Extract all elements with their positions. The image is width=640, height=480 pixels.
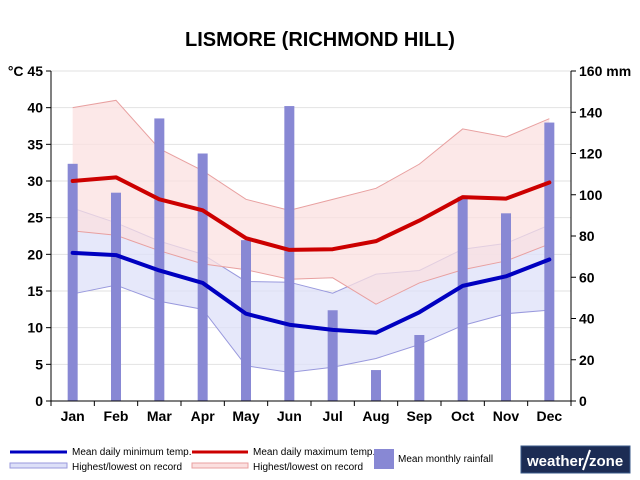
right-tick-label: 60: [579, 269, 595, 285]
x-tick-label: Feb: [104, 408, 129, 424]
right-tick-label: 100: [579, 187, 603, 203]
rainfall-bar: [111, 192, 121, 401]
max-temp-line: [70, 175, 552, 252]
right-tick-label: 120: [579, 146, 603, 162]
left-tick-label: 30: [27, 173, 43, 189]
legend-min-label: Mean daily minimum temp.: [72, 447, 191, 458]
x-tick-label: Jun: [277, 408, 302, 424]
right-tick-label: 160 mm: [579, 63, 631, 79]
left-tick-label: °C 45: [8, 63, 43, 79]
x-tick-label: Oct: [451, 408, 475, 424]
x-tick-label: Jul: [323, 408, 343, 424]
left-tick-label: 5: [35, 356, 43, 372]
legend-red-band-swatch: [191, 462, 249, 469]
rainfall-bar: [284, 106, 295, 401]
record-low-line-1: [72, 230, 550, 305]
legend-max-label: Mean daily maximum temp.: [253, 447, 375, 458]
left-tick-label: 25: [27, 210, 43, 226]
x-tick-label: Jan: [61, 408, 85, 424]
legend-rain-swatch: [374, 449, 394, 469]
rainfall-bar: [154, 118, 165, 401]
chart-title: LISMORE (RICHMOND HILL): [185, 29, 455, 51]
left-tick-label: 15: [27, 283, 43, 299]
x-tick-label: Nov: [493, 408, 520, 424]
right-tick-label: 140: [579, 104, 603, 120]
brand-text-weather: weather: [526, 453, 584, 470]
x-tick-label: Mar: [147, 408, 172, 424]
record-band-1: [72, 100, 550, 305]
weatherzone-logo: weather zone: [520, 445, 631, 474]
right-tick-label: 80: [579, 228, 595, 244]
left-tick-label: 20: [27, 246, 43, 262]
brand-text-zone: zone: [589, 453, 623, 470]
left-tick-label: 0: [35, 393, 43, 409]
left-tick-label: 35: [27, 136, 43, 152]
min-temp-line: [70, 250, 552, 335]
rainfall-bar: [457, 196, 468, 401]
x-tick-label: Dec: [536, 408, 562, 424]
rainfall-bar: [544, 122, 555, 401]
rainfall-bar: [371, 370, 381, 401]
rainfall-bar: [67, 163, 78, 401]
record-low-line-0: [72, 284, 550, 373]
right-tick-label: 20: [579, 352, 595, 368]
left-tick-label: 10: [27, 320, 43, 336]
rainfall-bar: [414, 335, 425, 401]
legend-blue-band-label: Highest/lowest on record: [72, 462, 182, 473]
x-tick-label: May: [232, 408, 259, 424]
record-high-line-1: [72, 99, 550, 211]
right-tick-label: 0: [579, 393, 587, 409]
x-tick-label: Aug: [362, 408, 389, 424]
legend-blue-band-swatch: [9, 462, 68, 469]
legend-red-band-label: Highest/lowest on record: [253, 462, 363, 473]
right-tick-label: 40: [579, 311, 595, 327]
legend-rain-label: Mean monthly rainfall: [398, 454, 493, 465]
x-tick-label: Apr: [191, 408, 216, 424]
rainfall-bar: [501, 213, 511, 401]
rainfall-bar: [197, 153, 208, 401]
record-band-0: [72, 208, 550, 373]
rainfall-bar: [327, 310, 338, 401]
x-tick-label: Sep: [406, 408, 432, 424]
left-tick-label: 40: [27, 100, 43, 116]
rainfall-bar: [241, 240, 251, 401]
